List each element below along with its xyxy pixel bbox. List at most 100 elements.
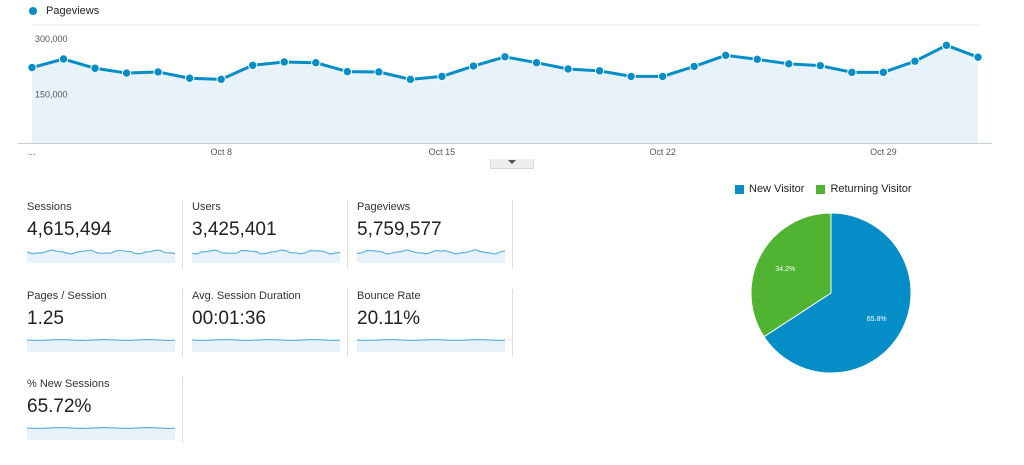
metric-value: 5,759,577	[357, 219, 442, 240]
divider	[182, 377, 183, 443]
sparkline-area	[357, 339, 505, 352]
sparkline	[27, 426, 175, 440]
sparkline	[357, 249, 505, 263]
legend-dot-icon	[29, 7, 37, 15]
metric-bounce-rate[interactable]: Bounce Rate 20.11%	[357, 289, 505, 352]
data-point	[58, 54, 69, 64]
data-point	[847, 67, 857, 78]
data-point	[563, 64, 573, 74]
data-point	[27, 62, 37, 73]
data-point	[531, 58, 542, 68]
divider	[182, 200, 183, 268]
data-point	[594, 66, 605, 76]
sparkline	[192, 249, 340, 263]
data-point	[248, 60, 258, 71]
metric-label: Pages / Session	[27, 290, 107, 302]
expand-chart-button[interactable]	[490, 159, 534, 169]
data-point	[153, 67, 163, 77]
data-point	[973, 52, 983, 62]
divider	[182, 289, 183, 357]
data-point	[784, 59, 794, 69]
metric-label: Sessions	[27, 201, 72, 213]
metric-value: 20.11%	[357, 308, 421, 329]
x-tick-label: Oct 8	[210, 147, 232, 157]
data-point	[342, 66, 353, 77]
pie-legend: New Visitor Returning Visitor	[735, 183, 924, 195]
metric-value: 3,425,401	[192, 219, 277, 240]
sparkline	[192, 338, 340, 352]
chevron-down-icon	[508, 160, 516, 164]
metric-label: Pageviews	[357, 201, 411, 213]
data-point	[374, 67, 384, 77]
data-point	[941, 40, 952, 51]
sparkline-line	[357, 338, 505, 342]
data-point	[721, 50, 731, 61]
data-point	[878, 67, 889, 78]
data-point	[689, 61, 699, 72]
data-point	[184, 73, 195, 83]
pie-legend-label: Returning Visitor	[830, 183, 912, 195]
metric-label: Users	[192, 201, 221, 213]
pie-legend-label: New Visitor	[749, 183, 805, 195]
pie-legend-item-returning[interactable]: Returning Visitor	[816, 183, 912, 195]
metric-pages-per-session[interactable]: Pages / Session 1.25	[27, 289, 175, 352]
data-point	[468, 61, 479, 71]
divider	[347, 200, 348, 268]
divider	[347, 289, 348, 357]
sparkline-area	[27, 249, 175, 263]
sparkline	[27, 338, 175, 352]
data-point	[437, 71, 447, 82]
metric-value: 1.25	[27, 308, 64, 329]
metric-value: 00:01:36	[192, 308, 266, 329]
metric-value: 4,615,494	[27, 219, 112, 240]
pageviews-line-chart: 300,000 150,000 Oct 8 Oct 15 Oct 22 Oct 29...	[18, 24, 992, 157]
visitor-type-pie-chart: 65.8% 34.2%	[750, 212, 912, 374]
pie-slice-label: 65.8%	[867, 316, 887, 323]
sparkline-area	[27, 339, 175, 352]
metric-label: Bounce Rate	[357, 290, 421, 302]
metric-label: % New Sessions	[27, 378, 110, 390]
metric-value: 65.72%	[27, 396, 92, 417]
data-point	[405, 74, 416, 85]
pie-legend-item-new[interactable]: New Visitor	[735, 183, 804, 195]
sparkline	[27, 249, 175, 263]
x-tick-label: Oct 15	[429, 147, 456, 157]
metric-sessions[interactable]: Sessions 4,615,494	[27, 200, 175, 263]
pie-slice-label: 34.2%	[775, 266, 795, 273]
sparkline-line	[27, 338, 175, 342]
y-tick-label: 150,000	[35, 90, 68, 100]
legend-swatch-icon	[735, 184, 744, 194]
legend-label: Pageviews	[46, 5, 100, 17]
pie-slice-new-visitor	[763, 212, 912, 374]
metric-users[interactable]: Users 3,425,401	[192, 200, 340, 263]
sparkline-area	[27, 427, 175, 440]
metric-avg-session-duration[interactable]: Avg. Session Duration 00:01:36	[192, 289, 340, 352]
data-point	[216, 74, 226, 85]
data-point	[90, 63, 100, 73]
x-tick-label: Oct 29	[870, 147, 897, 157]
divider	[512, 289, 513, 357]
metric-new-sessions[interactable]: % New Sessions 65.72%	[27, 377, 175, 440]
pie-slice-returning-visitor	[750, 212, 832, 338]
sparkline	[357, 338, 505, 352]
data-point	[815, 60, 826, 71]
x-tick-label: Oct 22	[649, 147, 676, 157]
data-point	[500, 52, 510, 62]
metric-label: Avg. Session Duration	[192, 290, 301, 302]
data-point	[626, 71, 636, 82]
sparkline-area	[192, 250, 340, 263]
divider	[512, 200, 513, 268]
series-area	[32, 45, 978, 143]
y-tick-label: 300,000	[35, 34, 68, 44]
data-point	[279, 57, 289, 67]
data-point	[121, 68, 132, 78]
data-point	[311, 58, 321, 68]
x-start-marker: ...	[28, 147, 36, 157]
sparkline-line	[27, 249, 175, 255]
sparkline-line	[192, 249, 340, 255]
chart-legend[interactable]: Pageviews	[29, 3, 99, 19]
metric-pageviews[interactable]: Pageviews 5,759,577	[357, 200, 505, 263]
sparkline-line	[192, 338, 340, 342]
data-point	[910, 56, 920, 66]
sparkline-area	[192, 339, 340, 352]
